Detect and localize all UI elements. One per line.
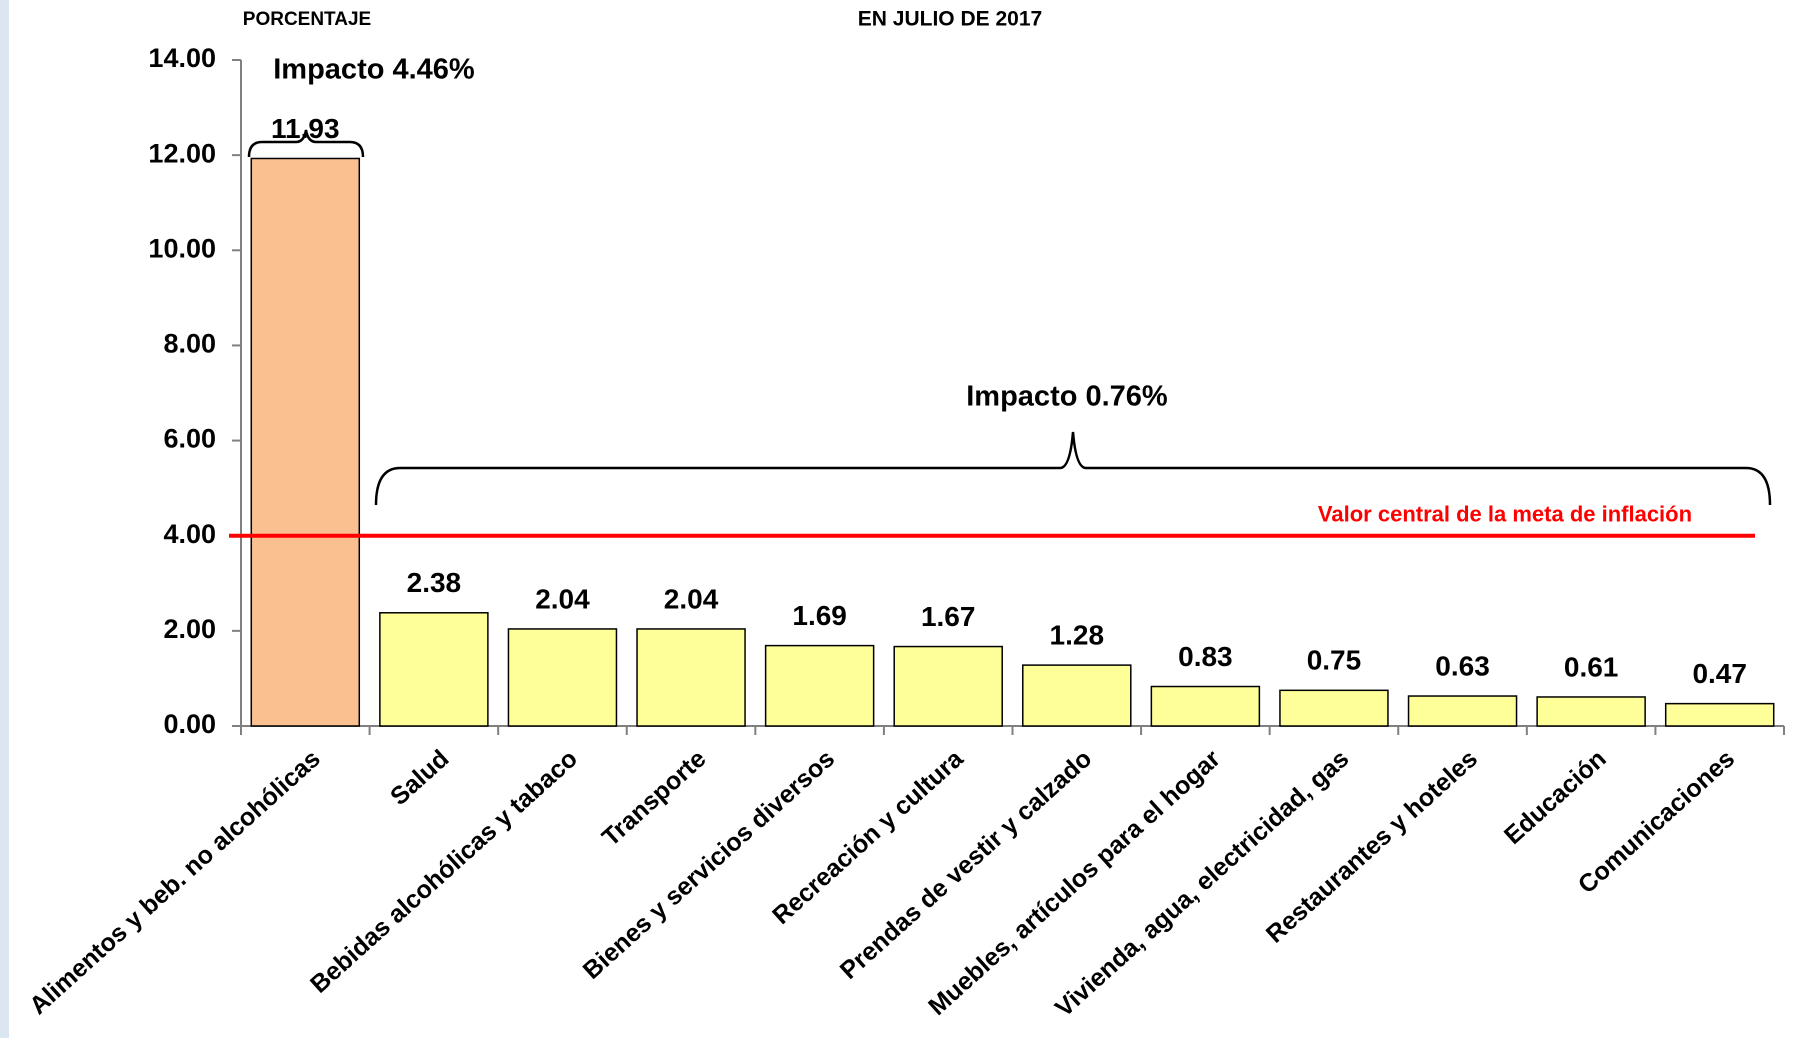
bar xyxy=(636,628,746,727)
data-label: 1.69 xyxy=(792,600,847,631)
y-axis-label: PORCENTAJE xyxy=(243,9,371,30)
data-label: 11.93 xyxy=(271,113,340,144)
y-tick-label: 2.00 xyxy=(163,614,216,644)
data-label: 0.61 xyxy=(1564,651,1619,682)
y-tick-label: 0.00 xyxy=(163,709,216,739)
data-label: 0.47 xyxy=(1692,658,1747,689)
x-tick-label: Educación xyxy=(1499,745,1612,850)
bar xyxy=(1150,685,1261,727)
x-tick-label: Salud xyxy=(385,745,454,811)
x-tick-label: Alimentos y beb. no alcohólicas xyxy=(24,745,326,1021)
chart-title: EN JULIO DE 2017 xyxy=(858,8,1042,31)
bar xyxy=(1022,664,1132,727)
brace xyxy=(374,431,1772,506)
y-tick-label: 14.00 xyxy=(148,43,216,73)
y-tick-label: 8.00 xyxy=(163,329,216,359)
reference-label: Valor central de la meta de inflación xyxy=(1318,502,1692,527)
brace xyxy=(247,129,365,158)
x-tick-label: Bebidas alcohólicas y tabaco xyxy=(305,745,583,999)
left-strip xyxy=(0,0,9,1038)
annotation: Impacto 0.76% xyxy=(966,381,1168,413)
x-tick-label: Prendas de vestir y calzado xyxy=(835,745,1097,985)
bar xyxy=(1664,702,1775,727)
y-tick-label: 12.00 xyxy=(148,138,216,168)
y-tick-label: 6.00 xyxy=(163,424,216,454)
data-label: 1.67 xyxy=(921,601,976,632)
bar xyxy=(764,644,875,727)
data-label: 0.75 xyxy=(1307,645,1362,676)
bar xyxy=(379,612,489,727)
data-label: 0.63 xyxy=(1435,650,1490,681)
bar xyxy=(1279,689,1389,727)
bar xyxy=(1536,696,1646,727)
y-tick-label: 4.00 xyxy=(163,519,216,549)
bar xyxy=(893,645,1003,727)
x-tick-label: Bienes y servicios diversos xyxy=(578,745,840,985)
annotation: Impacto 4.46% xyxy=(273,54,475,86)
bar xyxy=(1407,695,1518,727)
bar xyxy=(507,628,618,727)
data-label: 2.38 xyxy=(407,567,462,598)
data-label: 2.04 xyxy=(535,583,590,614)
data-label: 1.28 xyxy=(1050,619,1105,650)
x-tick-label: Transporte xyxy=(597,745,712,852)
y-tick-label: 10.00 xyxy=(148,233,216,263)
bar xyxy=(250,157,361,727)
data-label: 2.04 xyxy=(664,583,719,614)
x-tick-label: Restaurantes y hoteles xyxy=(1261,745,1483,949)
data-label: 0.83 xyxy=(1178,641,1233,672)
